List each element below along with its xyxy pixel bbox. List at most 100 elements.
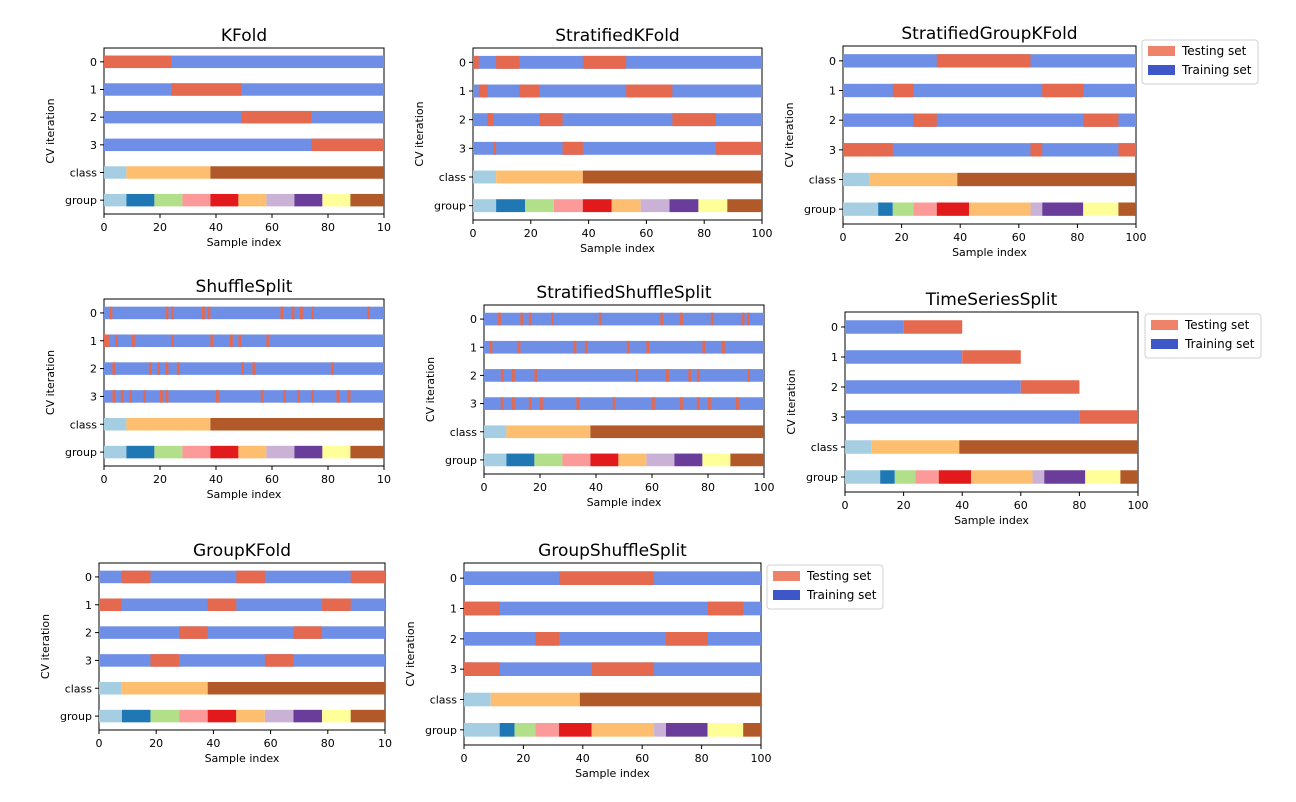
training-bar [99,626,385,639]
x-tick-label: 0 [96,737,103,750]
testing-segment [665,632,708,646]
group-segment [322,709,351,723]
class-segment [464,692,491,707]
testing-segment [179,626,208,639]
testing-segment [696,369,700,382]
testing-segment [266,334,270,348]
y-tick-label: class [70,167,98,180]
class-segment [579,692,761,707]
group-segment [104,445,127,459]
testing-segment [1118,143,1136,157]
testing-segment [252,362,256,375]
class-segment [99,681,122,695]
training-bar [464,601,761,616]
group-segment [464,723,500,737]
training-bar [484,340,764,354]
x-tick-label: 100 [752,227,773,240]
group-segment [496,199,526,213]
testing-segment [626,340,630,354]
group-segment [293,709,323,723]
group-segment [878,202,893,216]
testing-segment [150,654,180,667]
x-tick-label: 60 [645,481,659,494]
y-tick-label: 1 [450,603,457,616]
group-segment [559,723,592,737]
training-bar [104,334,384,348]
testing-segment [747,369,750,382]
training-bar [99,598,385,612]
testing-segment [148,362,152,375]
chart-title: GroupKFold [193,541,291,561]
group-segment [654,723,666,737]
y-tick-label: 2 [831,381,838,394]
group-segment [611,199,641,213]
testing-segment [736,397,739,410]
testing-segment [132,334,135,348]
testing-segment [539,113,563,127]
testing-segment [143,390,146,403]
training-bar [473,141,762,155]
group-segment [1030,202,1043,216]
testing-segment [207,598,237,612]
y-tick-label: group [60,710,92,723]
group-segment [702,453,731,467]
x-tick-label: 60 [264,737,278,750]
group-segment [913,202,937,216]
testing-segment [311,138,384,152]
plot-frame [103,298,385,467]
group-segment [562,453,591,467]
testing-segment [230,334,233,348]
x-tick-label: 20 [153,473,167,486]
x-tick-label: 80 [1072,499,1086,512]
x-tick-label: 100 [1128,499,1149,512]
group-segment [121,709,151,723]
x-tick-label: 20 [153,221,167,234]
testing-segment [1079,410,1138,424]
chart-kfold: KFold 0 1 2 3 class group 0 20 40 60 80 10 Sample ind… [44,26,391,249]
x-axis-label: Sample index [205,752,280,765]
chart-title: StratifiedShuffleSplit [536,283,711,303]
legend-testing-swatch [1148,46,1175,56]
y-tick-label: class [809,174,837,187]
group-segment [514,723,536,737]
testing-segment [722,340,725,354]
x-tick-label: 10 [377,221,391,234]
x-tick-label: 40 [209,473,223,486]
testing-segment [534,369,538,382]
testing-segment [1042,83,1084,98]
testing-segment [672,113,716,127]
chart-title: TimeSeriesSplit [925,290,1058,310]
y-tick-label: class [430,694,458,707]
legend-testing-label: Testing set [1181,44,1247,58]
class-segment [490,692,580,707]
group-segment [880,470,895,484]
x-tick-label: 20 [897,499,911,512]
testing-segment [612,397,616,410]
testing-segment [688,369,692,382]
training-bar [845,410,1080,424]
testing-segment [1020,380,1080,394]
training-bar [484,397,764,410]
testing-segment [512,369,515,382]
testing-segment [715,141,762,155]
y-tick-label: 0 [450,572,457,585]
testing-segment [487,113,494,127]
group-segment [646,453,675,467]
x-tick-label: 40 [589,481,603,494]
testing-segment [241,362,244,375]
x-tick-label: 10 [377,473,391,486]
group-segment [743,723,761,737]
y-tick-label: 3 [831,411,838,424]
testing-segment [112,390,116,403]
testing-segment [347,390,351,403]
class-segment [957,172,1136,187]
x-tick-label: 20 [524,227,538,240]
chart-title: StratifiedGroupKFold [901,24,1077,44]
group-segment [970,470,1033,484]
testing-segment [297,390,300,403]
testing-segment [559,571,655,585]
testing-segment [936,54,1031,68]
y-tick-label: group [65,194,97,207]
testing-segment [336,390,340,403]
group-segment [99,709,122,723]
